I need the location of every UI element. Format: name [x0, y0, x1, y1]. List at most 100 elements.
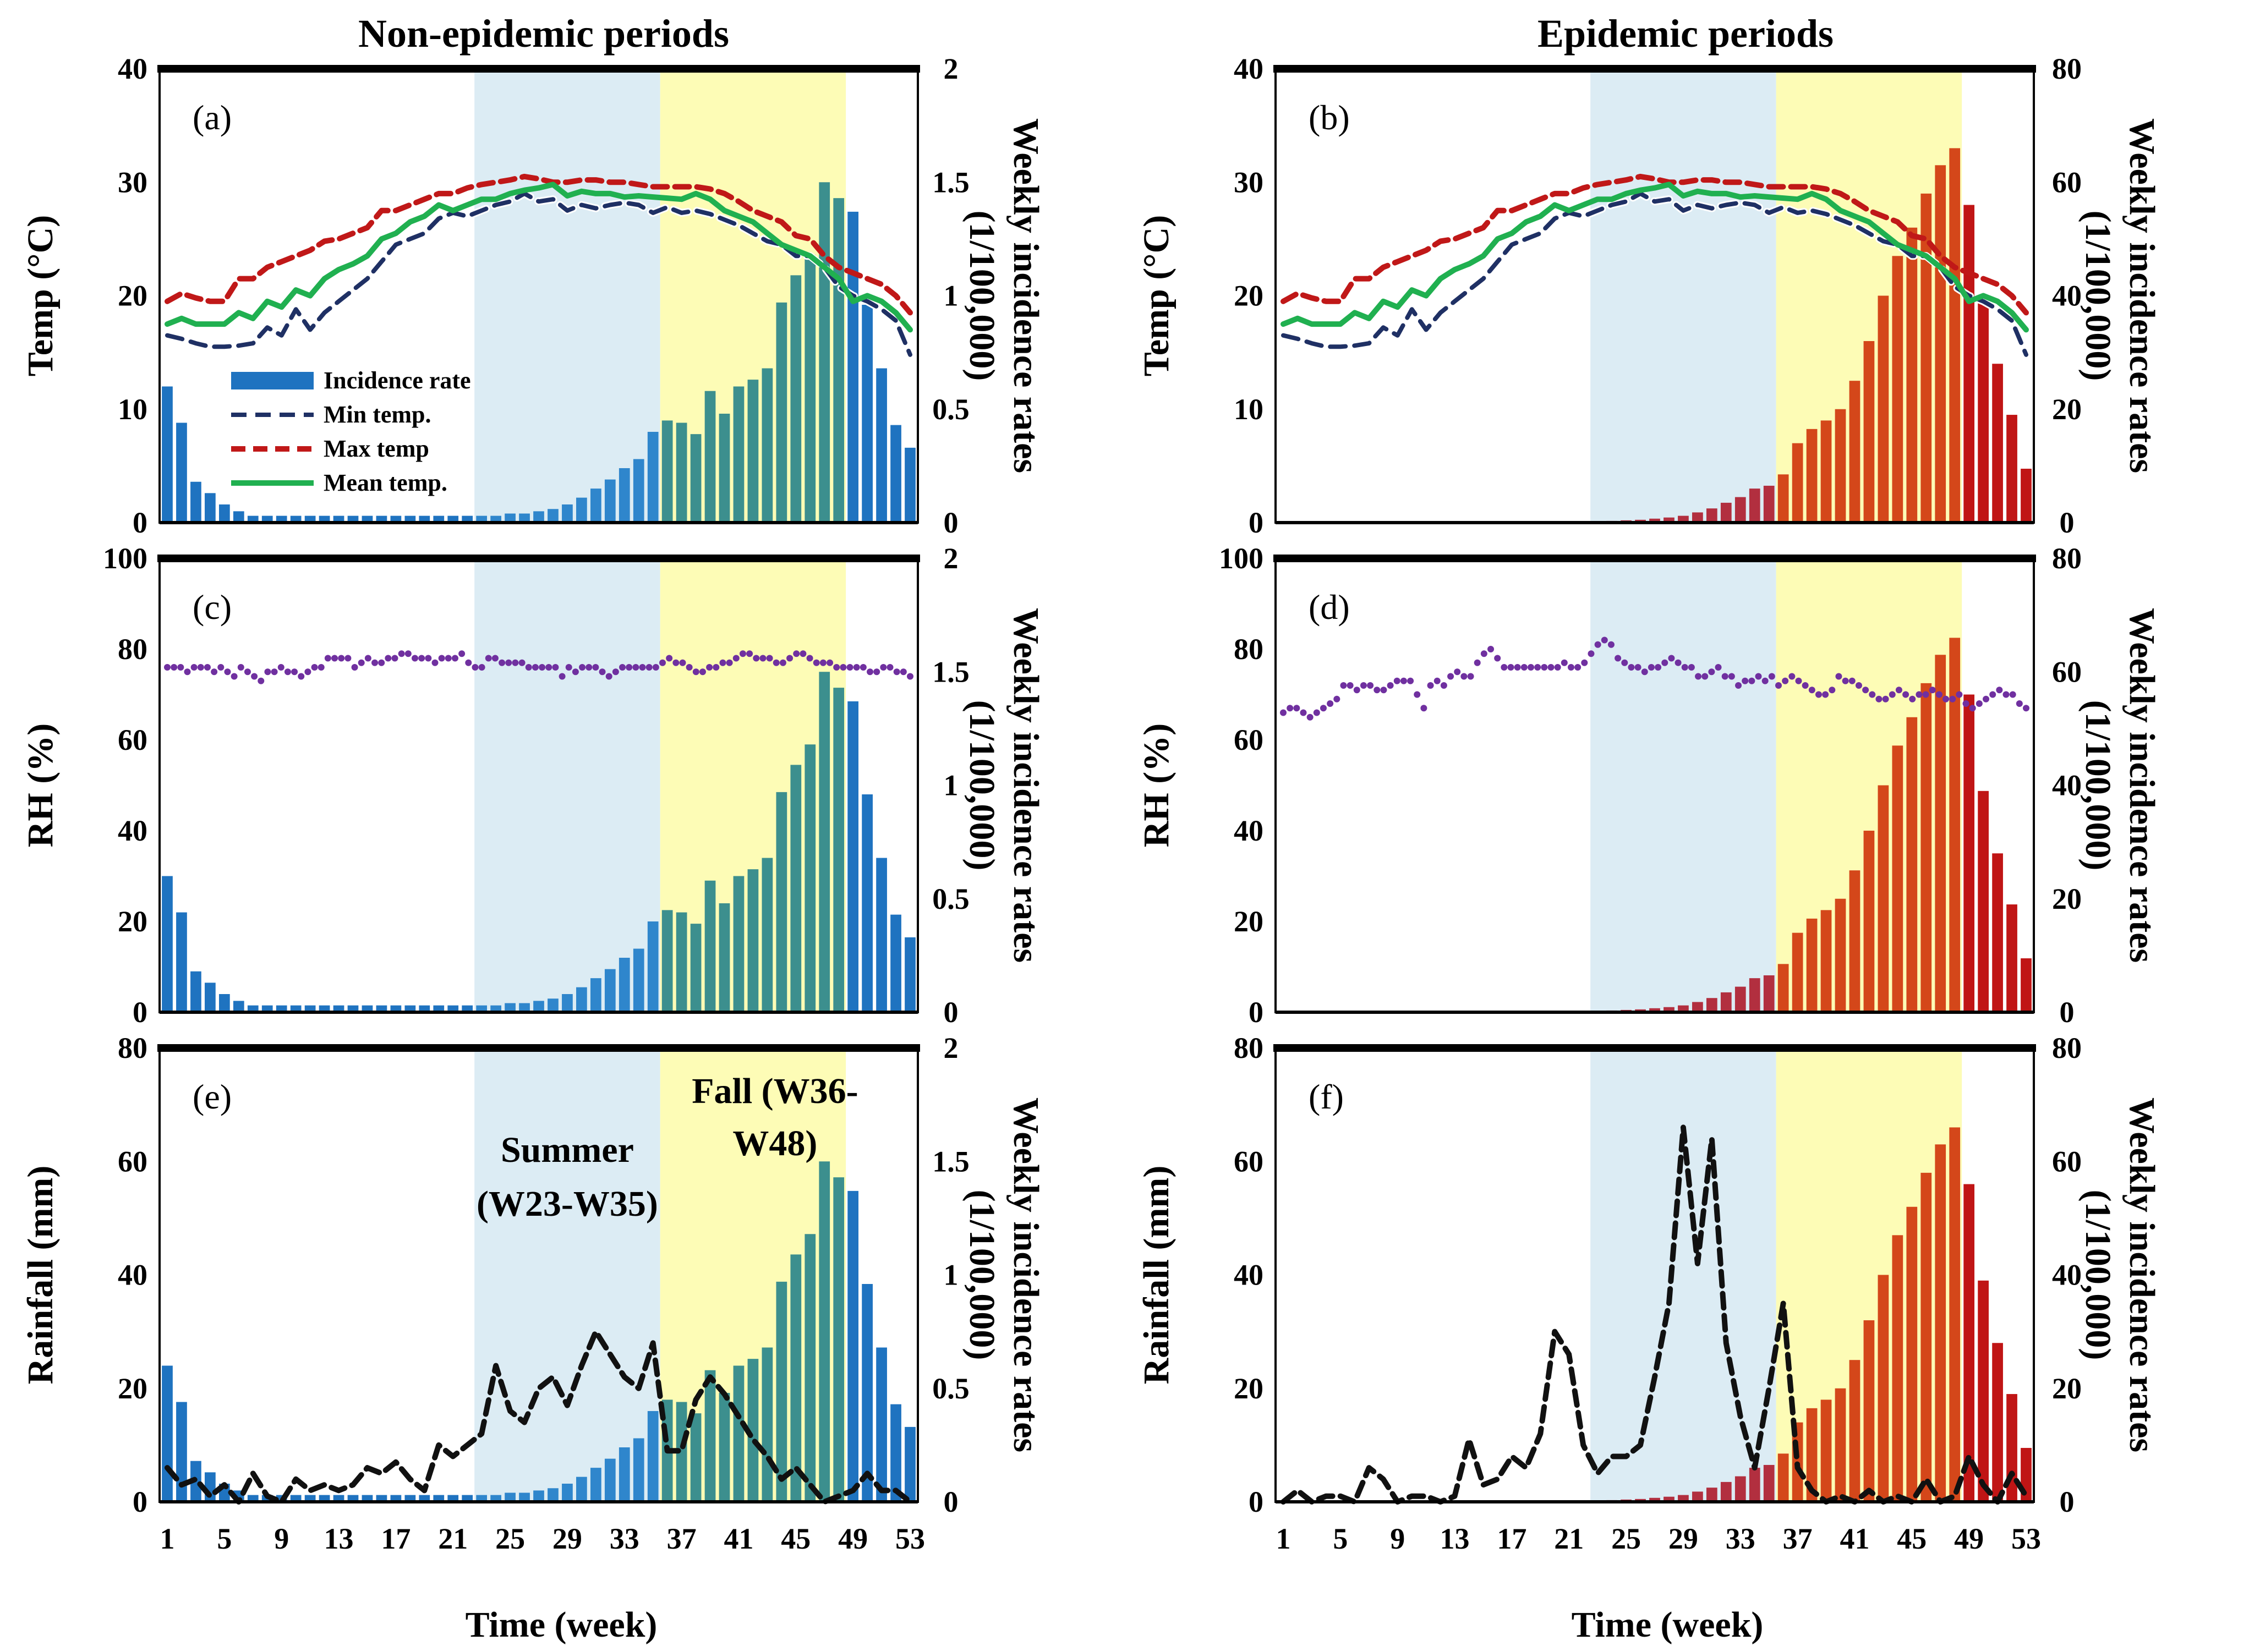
rh-dot	[766, 655, 773, 662]
incidence-bar	[747, 869, 759, 1012]
fall-label-line2: W48)	[732, 1123, 817, 1163]
incidence-bar	[733, 386, 745, 523]
incidence-bar	[819, 672, 830, 1012]
y-axis-label: Temp (°C)	[20, 215, 61, 376]
rh-dot	[1808, 687, 1815, 694]
rh-dot	[404, 650, 412, 657]
incidence-bar	[819, 182, 830, 523]
incidence-bar	[733, 1365, 745, 1502]
incidence-bar	[619, 1447, 630, 1502]
incidence-bar	[1692, 1491, 1703, 1502]
incidence-bar	[1906, 1206, 1918, 1502]
y-tick-label: 0	[133, 996, 147, 1029]
incidence-bar	[762, 858, 773, 1012]
rh-dot	[1460, 673, 1468, 680]
incidence-bar	[819, 1161, 830, 1502]
y-tick-label: 80	[118, 633, 147, 666]
summer-band	[1590, 69, 1776, 523]
incidence-bar	[790, 1254, 802, 1502]
y-tick-label: 80	[118, 1031, 147, 1064]
rh-dot	[1380, 687, 1387, 694]
rh-dot	[706, 664, 713, 671]
incidence-bar	[290, 1495, 302, 1502]
rh-dot	[1655, 664, 1662, 671]
incidence-bar	[247, 515, 259, 523]
legend-label-incidence: Incidence rate	[324, 367, 471, 394]
rh-dot	[1996, 687, 2003, 694]
rh-dot	[626, 664, 633, 671]
rh-dot	[1353, 687, 1360, 694]
rh-dot	[1501, 664, 1508, 671]
incidence-bar	[462, 1005, 473, 1012]
incidence-bar	[1963, 694, 1975, 1012]
y-tick-label: 20	[118, 905, 147, 938]
x-tick-label: 37	[1783, 1522, 1813, 1555]
y-tick-label: 30	[118, 166, 147, 199]
rh-dot	[873, 668, 880, 676]
incidence-bar	[304, 515, 316, 523]
rh-dot	[1414, 691, 1421, 698]
x-tick-label: 21	[1554, 1522, 1584, 1555]
incidence-bar	[333, 515, 344, 523]
panel-letter: (c)	[193, 588, 232, 627]
y2-axis-label: Weekly incidence rates	[2122, 608, 2162, 963]
incidence-bar	[1806, 918, 1818, 1012]
rh-dot	[827, 659, 834, 666]
y2-axis-label: Weekly incidence rates	[2122, 118, 2162, 473]
incidence-bar	[1777, 474, 1789, 523]
incidence-bar	[1892, 256, 1903, 523]
x-tick-label: 29	[1668, 1522, 1698, 1555]
rh-dot	[1641, 668, 1648, 676]
incidence-bar	[218, 994, 230, 1012]
rh-dot	[1648, 664, 1655, 671]
rh-dot	[1862, 687, 1869, 694]
rh-dot	[819, 659, 827, 666]
incidence-bar	[1878, 295, 1889, 523]
incidence-bar	[862, 794, 873, 1012]
rainfall-line	[1281, 1124, 2029, 1505]
incidence-bar	[1749, 978, 1760, 1012]
incidence-bar	[490, 1495, 501, 1502]
rh-dot	[264, 668, 271, 676]
incidence-bar	[633, 948, 644, 1012]
incidence-bar	[1678, 1005, 1689, 1012]
rainfall-line	[165, 1329, 913, 1505]
y2-axis-unit: (1/100,000)	[962, 211, 1002, 381]
rh-dot	[1929, 687, 1936, 694]
y2-tick-label: 60	[2052, 655, 2082, 688]
rh-dot	[1347, 682, 1354, 689]
incidence-bar	[2021, 958, 2032, 1012]
panel-letter: (d)	[1309, 588, 1350, 627]
incidence-bar	[604, 1458, 616, 1502]
rh-dot	[391, 655, 398, 662]
rh-dot	[451, 655, 458, 662]
legend-swatch-incidence	[231, 372, 314, 389]
incidence-bar	[376, 515, 387, 523]
legend-label-mean: Mean temp.	[324, 469, 447, 496]
incidence-bar	[1649, 1497, 1660, 1502]
y2-tick-label: 1.5	[932, 166, 970, 199]
incidence-bar	[205, 983, 216, 1012]
incidence-bar	[519, 1492, 530, 1502]
incidence-bar	[404, 515, 416, 523]
y2-tick-label: 1.5	[932, 655, 970, 688]
title-left: Non-epidemic periods	[358, 12, 729, 56]
incidence-bar	[190, 481, 201, 523]
y2-tick-label: 0.5	[932, 882, 970, 915]
incidence-bar	[1820, 1399, 1832, 1502]
rh-dot	[277, 664, 284, 671]
incidence-bar	[290, 515, 302, 523]
rh-dot	[739, 650, 746, 657]
legend-label-max: Max temp	[324, 435, 429, 462]
incidence-bar	[390, 1495, 402, 1502]
y-tick-label: 100	[1219, 542, 1263, 575]
y-tick-label: 80	[1234, 1031, 1263, 1064]
incidence-bar	[1978, 791, 1989, 1012]
incidence-bar	[233, 1001, 244, 1012]
incidence-bar	[447, 515, 459, 523]
rh-dot	[1300, 709, 1307, 716]
incidence-bar	[319, 1495, 330, 1502]
y2-tick-label: 0	[944, 1485, 959, 1518]
rh-dot	[1340, 682, 1347, 689]
